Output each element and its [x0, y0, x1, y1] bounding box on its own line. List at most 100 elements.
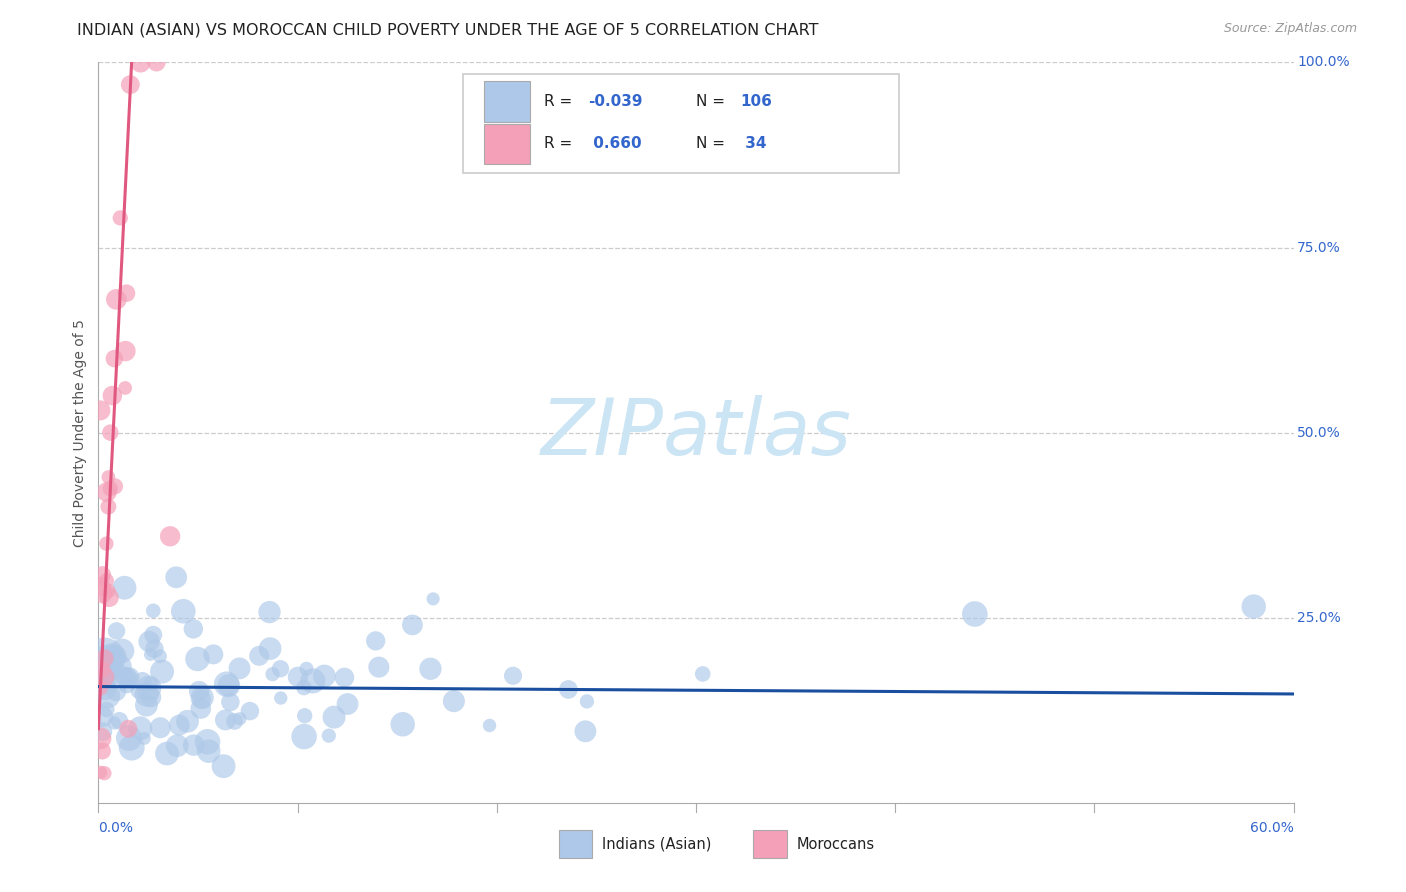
Text: Source: ZipAtlas.com: Source: ZipAtlas.com: [1223, 22, 1357, 36]
Point: [135, 698, 157, 713]
Point: [139, 648, 162, 662]
Point: [219, 695, 242, 709]
Point: [183, 738, 205, 752]
Point: [183, 622, 205, 636]
Text: 50.0%: 50.0%: [1298, 425, 1341, 440]
Point: [165, 570, 187, 584]
Point: [364, 633, 387, 648]
Point: [259, 605, 281, 619]
Point: [218, 679, 240, 693]
Text: R =: R =: [544, 136, 578, 152]
Text: 60.0%: 60.0%: [1250, 822, 1294, 835]
Point: [118, 731, 141, 746]
Point: [111, 644, 134, 658]
Point: [149, 721, 172, 735]
Text: R =: R =: [544, 95, 578, 109]
Point: [142, 604, 165, 618]
Point: [166, 739, 188, 753]
Point: [110, 211, 132, 225]
Point: [139, 690, 162, 705]
Text: N =: N =: [696, 95, 730, 109]
Bar: [485, 123, 530, 164]
Point: [262, 667, 284, 681]
Point: [91, 656, 114, 670]
Point: [91, 744, 114, 758]
Point: [114, 581, 136, 595]
Point: [98, 482, 121, 496]
Point: [89, 681, 111, 696]
Point: [98, 425, 122, 440]
Point: [115, 670, 138, 684]
Point: [93, 651, 115, 665]
Point: [228, 661, 250, 675]
Point: [91, 724, 114, 739]
Point: [118, 671, 141, 685]
Point: [247, 648, 270, 663]
Point: [150, 665, 173, 679]
Point: [1243, 599, 1265, 614]
Point: [186, 652, 208, 666]
Point: [98, 654, 121, 668]
Point: [139, 677, 162, 691]
Point: [114, 381, 136, 395]
Point: [93, 670, 115, 684]
Text: Moroccans: Moroccans: [796, 837, 875, 852]
Text: ZIPatlas: ZIPatlas: [540, 394, 852, 471]
Point: [239, 704, 262, 718]
Point: [105, 293, 128, 307]
Point: [97, 500, 120, 514]
Point: [93, 766, 115, 780]
Point: [143, 641, 166, 656]
Point: [91, 709, 114, 723]
Point: [575, 694, 598, 708]
Point: [111, 667, 134, 681]
Point: [215, 677, 238, 691]
Point: [333, 670, 356, 684]
Point: [129, 722, 152, 736]
Point: [108, 660, 131, 674]
Point: [105, 684, 128, 698]
Point: [101, 650, 124, 665]
Point: [401, 618, 423, 632]
Text: 100.0%: 100.0%: [1298, 55, 1350, 70]
Bar: [558, 830, 592, 858]
Point: [89, 765, 111, 780]
Point: [270, 691, 292, 706]
Y-axis label: Child Poverty Under the Age of 5: Child Poverty Under the Age of 5: [73, 318, 87, 547]
Point: [90, 580, 112, 594]
Point: [100, 648, 122, 662]
Point: [89, 731, 111, 746]
Point: [108, 714, 131, 728]
Point: [118, 672, 141, 686]
Point: [129, 55, 152, 70]
Text: 0.660: 0.660: [589, 136, 643, 152]
Point: [197, 735, 219, 749]
Point: [557, 682, 579, 697]
Point: [574, 724, 596, 739]
Point: [323, 710, 346, 724]
Point: [115, 678, 138, 692]
Point: [176, 714, 198, 729]
Text: 106: 106: [740, 95, 772, 109]
Point: [135, 688, 157, 702]
Point: [127, 684, 149, 698]
Point: [94, 682, 117, 697]
Point: [159, 529, 181, 543]
Point: [91, 657, 114, 672]
Point: [121, 740, 143, 755]
Point: [443, 694, 465, 708]
Point: [89, 403, 111, 417]
Point: [98, 591, 121, 605]
Text: 75.0%: 75.0%: [1298, 241, 1341, 254]
Point: [202, 648, 225, 662]
Point: [478, 718, 501, 732]
Point: [97, 665, 120, 679]
Point: [259, 641, 281, 656]
Point: [190, 691, 212, 706]
Point: [963, 607, 986, 621]
Point: [191, 690, 214, 705]
Point: [103, 715, 125, 730]
Text: INDIAN (ASIAN) VS MOROCCAN CHILD POVERTY UNDER THE AGE OF 5 CORRELATION CHART: INDIAN (ASIAN) VS MOROCCAN CHILD POVERTY…: [77, 22, 818, 37]
Point: [114, 344, 136, 359]
Point: [104, 648, 127, 663]
